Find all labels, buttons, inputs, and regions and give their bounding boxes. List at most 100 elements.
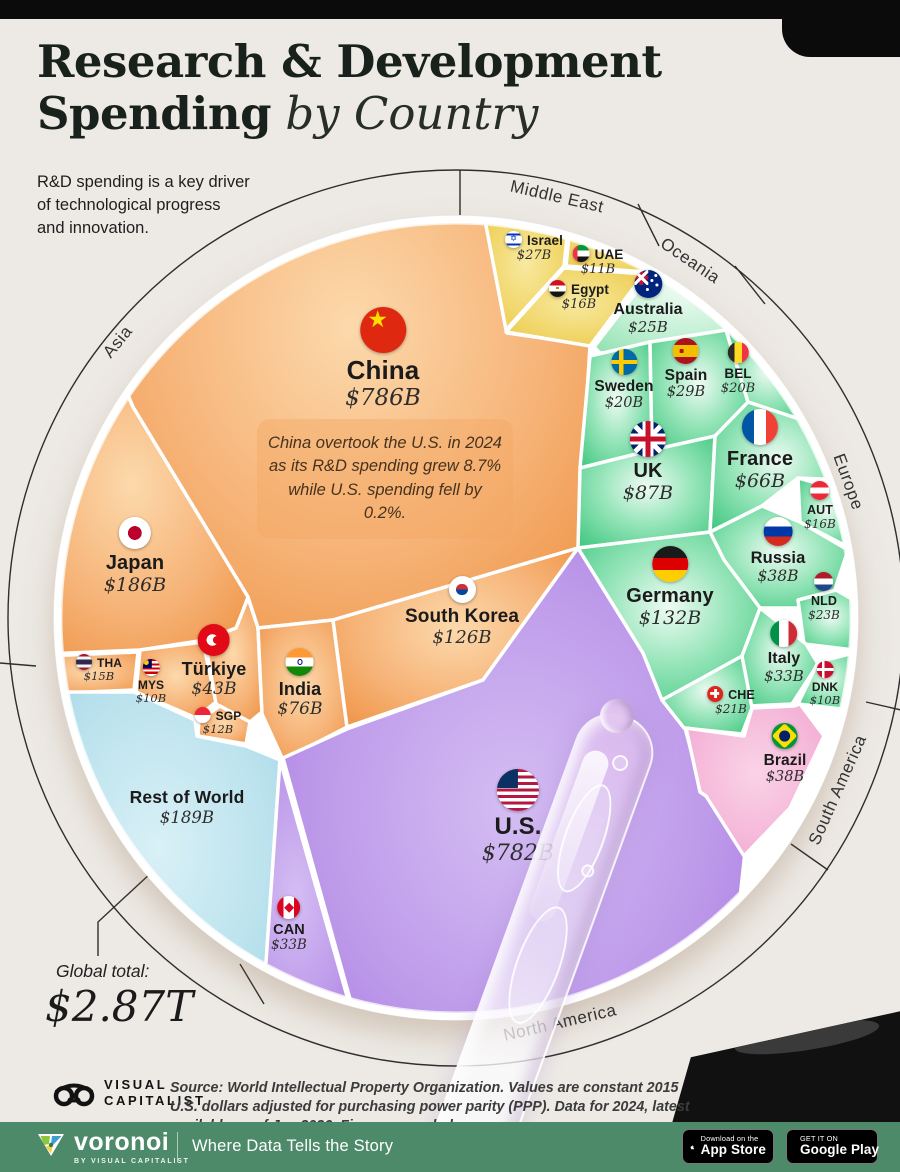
app-store-badge[interactable]: Download on the App Store <box>682 1129 774 1164</box>
country-name: Egypt <box>570 282 610 297</box>
title-line1: Research & Development <box>37 35 662 88</box>
country-name: Spain <box>664 367 708 384</box>
country-label-row: Rest of World $189B <box>130 785 245 827</box>
canada-flag-icon <box>277 896 301 919</box>
country-value: $76B <box>277 699 323 720</box>
country-label-au: Australia $25B <box>613 270 683 337</box>
singapore-flag-icon <box>194 707 211 724</box>
voronoi-byline: BY VISUAL CAPITALIST <box>74 1158 190 1165</box>
top-right-notch <box>782 0 900 57</box>
us-flag-icon <box>497 769 539 811</box>
visual-capitalist-glasses-icon <box>53 1083 95 1107</box>
italy-flag-icon <box>770 620 798 647</box>
country-value: $189B <box>159 807 215 827</box>
country-label-se: Sweden $20B <box>594 349 653 412</box>
switzerland-flag-icon <box>707 685 724 702</box>
global-total-label: Global total: <box>56 961 150 981</box>
south-korea-flag-icon <box>448 576 476 603</box>
country-value: $21B <box>715 702 747 716</box>
country-value: $33B <box>271 937 307 954</box>
country-name: DNK <box>811 680 839 694</box>
country-name: NLD <box>810 594 837 608</box>
china-annotation: China overtook the U.S. in 2024 as its R… <box>257 419 513 539</box>
country-label-jp: Japan $186B <box>104 517 166 597</box>
country-name: Italy <box>767 650 801 667</box>
vc-logo-line1: VISUAL <box>104 1077 168 1092</box>
country-name: CHE <box>728 688 755 702</box>
denmark-flag-icon <box>816 661 834 678</box>
country-name: India <box>278 679 322 699</box>
country-label-gb: UK $87B <box>623 421 673 505</box>
country-label-my: MYS $10B <box>136 659 166 706</box>
country-value: $11B <box>580 262 616 278</box>
page-title: Research & Development Spending by Count… <box>37 35 662 141</box>
egypt-flag-icon <box>548 279 566 297</box>
country-label-it: Italy $33B <box>764 620 804 686</box>
country-name: Türkiye <box>181 659 247 679</box>
country-name: CAN <box>273 922 305 938</box>
country-label-ae: UAE $11B <box>572 244 624 278</box>
country-label-at: AUT $16B <box>804 481 836 531</box>
country-label-es: Spain $29B <box>665 338 708 401</box>
footer-tagline: Where Data Tells the Story <box>192 1137 394 1155</box>
country-value: $43B <box>191 679 237 700</box>
country-label-th: THA $15B <box>76 654 122 684</box>
country-value: $20B <box>720 381 756 397</box>
country-name: Israel <box>527 233 563 248</box>
uk-flag-icon <box>629 421 666 457</box>
country-name: France <box>726 448 794 470</box>
china-flag-icon <box>360 307 406 353</box>
country-value: $186B <box>103 574 167 597</box>
apple-icon <box>690 1144 695 1149</box>
country-value: $27B <box>516 248 552 264</box>
brazil-flag-icon <box>772 723 798 749</box>
country-name: Sweden <box>594 378 654 395</box>
country-name: China <box>346 355 420 385</box>
country-label-de: Germany $132B <box>626 546 714 630</box>
country-value: $782B <box>481 840 555 866</box>
country-value: $12B <box>202 722 234 737</box>
country-label-tr: Türkiye $43B <box>182 624 247 699</box>
turkiye-flag-icon <box>197 624 230 656</box>
subtitle: R&D spending is a key driver of technolo… <box>37 173 250 237</box>
country-label-ca: CAN $33B <box>271 896 307 954</box>
country-value: $38B <box>757 567 799 586</box>
voronoi-footer-bar: voronoi BY VISUAL CAPITALIST Where Data … <box>0 1122 900 1172</box>
cell-netherlands <box>796 588 851 652</box>
google-play-badge[interactable]: GET IT ON Google Play <box>786 1129 879 1164</box>
country-label-cn: China$786B <box>345 307 421 412</box>
country-name: SGP <box>215 709 242 723</box>
country-name: UK <box>633 460 663 482</box>
country-value: $29B <box>666 384 706 401</box>
country-value: $38B <box>765 769 805 786</box>
israel-flag-icon <box>505 230 523 248</box>
country-label-us: U.S. $782B <box>482 769 554 867</box>
app-store-badge-bottom: App Store <box>700 1142 766 1158</box>
country-name: South Korea <box>404 606 520 627</box>
country-value: $10B <box>809 693 841 708</box>
country-value: $16B <box>804 517 836 531</box>
country-name: Brazil <box>763 752 807 769</box>
country-name: AUT <box>806 503 833 517</box>
country-name: UAE <box>594 247 624 262</box>
country-name: Russia <box>750 549 806 567</box>
voronoi-brand[interactable]: voronoi BY VISUAL CAPITALIST <box>36 1130 190 1165</box>
voronoi-logo-icon <box>38 1134 64 1156</box>
footer-divider <box>177 1132 178 1162</box>
country-value: $33B <box>764 666 804 685</box>
uae-flag-icon <box>572 244 590 262</box>
country-value: $132B <box>638 607 702 630</box>
country-label-kr: South Korea $126B <box>405 576 519 649</box>
visual-capitalist-logo: VISUAL CAPITALIST <box>52 1077 206 1110</box>
country-value: $25B <box>628 317 668 336</box>
country-name: BEL <box>724 366 752 381</box>
thailand-flag-icon <box>76 654 93 671</box>
country-label-fr: France $66B <box>727 409 793 493</box>
title-line2: Spending by Country <box>37 87 539 141</box>
global-total-value: $2.87T <box>45 982 194 1031</box>
country-name: U.S. <box>494 813 542 840</box>
country-label-ru: Russia $38B <box>751 517 806 586</box>
country-value: $66B <box>734 470 786 493</box>
top-black-bar <box>0 0 900 19</box>
